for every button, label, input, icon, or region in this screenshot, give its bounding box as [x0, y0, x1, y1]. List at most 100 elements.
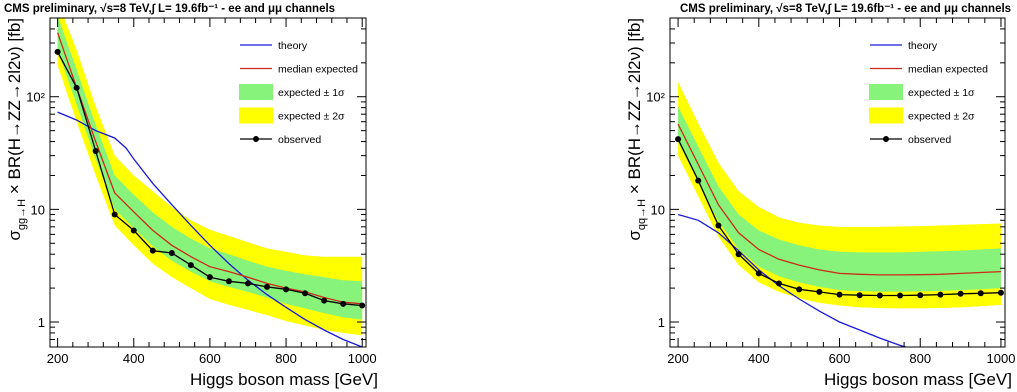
theory-line [677, 213, 908, 347]
chart-title: CMS preliminary, √s=8 TeV,∫ L= 19.6fb⁻¹ … [680, 2, 1011, 15]
legend-median-expected: median expected [870, 64, 988, 76]
observed-point [187, 262, 194, 269]
legend-observed-dot [883, 136, 889, 142]
legend-expected-2sigma-marker [239, 107, 273, 124]
legend-expected-2sigma: expected ± 2σ [869, 107, 975, 124]
observed-point [937, 291, 944, 298]
observed-point [816, 288, 823, 295]
legend-observed: observed [240, 134, 321, 146]
observed-point [796, 286, 803, 293]
observed-point [856, 292, 863, 299]
observed-point [168, 249, 175, 256]
observed-point [695, 177, 702, 184]
median-expected-line [677, 123, 1002, 276]
y-axis-label-subscript: qq→H [636, 199, 648, 230]
legend-expected-2sigma-label: expected ± 2σ [908, 111, 975, 123]
y-tick-label: 10 [651, 202, 665, 217]
observed-point [73, 84, 80, 91]
observed-point [876, 292, 883, 299]
observed-point [917, 292, 924, 299]
y-axis-label-text: × BR(H→ZZ→2l2ν) [fb] [5, 18, 24, 199]
observed-point [264, 283, 271, 290]
y-axis-label-subscript: gg→H [16, 199, 28, 230]
theory-line [57, 111, 363, 347]
x-tick-label: 200 [667, 351, 689, 366]
x-tick-label: 1000 [987, 351, 1016, 366]
legend-theory: theory [240, 40, 308, 52]
legend-expected-1sigma-marker [869, 84, 903, 100]
observed-point [715, 222, 722, 229]
y-axis-label-text: × BR(H→ZZ→2l2ν) [fb] [625, 18, 644, 199]
observed-point [302, 290, 309, 297]
observed-point [340, 300, 347, 307]
plot-area [675, 82, 1004, 347]
y-tick-label: 1 [38, 315, 45, 330]
x-tick-label: 1000 [348, 351, 377, 366]
observed-point [735, 251, 742, 258]
observed-point [321, 297, 328, 304]
observed-point [775, 280, 782, 287]
observed-point [755, 270, 762, 277]
legend-observed-label: observed [278, 134, 321, 146]
legend-median-expected-label: median expected [278, 64, 358, 76]
y-tick-label: 1 [658, 315, 665, 330]
y-axis-label-symbol: σ [5, 230, 24, 241]
observed-point [675, 136, 682, 143]
legend-median-expected: median expected [240, 64, 358, 76]
band-2sigma [57, 18, 363, 336]
y-axis-label-symbol: σ [625, 230, 644, 241]
legend-expected-2sigma: expected ± 2σ [239, 107, 345, 124]
y-tick-label: 10 [31, 202, 45, 217]
legend-theory: theory [870, 40, 938, 52]
band-1sigma [57, 18, 363, 320]
y-tick-label: 10² [26, 90, 45, 105]
legend-theory-label: theory [908, 40, 938, 52]
x-tick-label: 800 [275, 351, 297, 366]
legend-expected-1sigma-label: expected ± 1σ [908, 87, 975, 99]
observed-point [225, 278, 232, 285]
observed-point [244, 280, 251, 287]
observed-point [206, 274, 213, 281]
observed-point [897, 292, 904, 299]
legend-median-expected-label: median expected [908, 64, 988, 76]
chart-panel-1: 200 400 600 800 1000 1 10 10² CMS preliminary, √… [4, 2, 378, 389]
x-tick-label: 800 [909, 351, 931, 366]
legend-theory-label: theory [278, 40, 308, 52]
observed-point [54, 48, 61, 55]
plot-frame [49, 17, 367, 348]
median-expected-line [56, 32, 363, 305]
legend-expected-1sigma: expected ± 1σ [869, 84, 975, 100]
observed-point [359, 302, 366, 309]
x-tick-label: 200 [47, 351, 69, 366]
legend-expected-2sigma-marker [869, 107, 903, 124]
x-tick-label: 400 [123, 351, 145, 366]
legend-observed-dot [253, 136, 259, 142]
observed-point [92, 147, 99, 154]
observed-point [977, 290, 984, 297]
plot-area [54, 18, 366, 347]
plot-frame [669, 17, 1006, 348]
observed-point [957, 290, 964, 297]
legend-expected-1sigma-marker [239, 84, 273, 100]
legend-observed: observed [870, 134, 951, 146]
observed-point [130, 227, 137, 234]
chart-panel-2: 200 400 600 800 1000 1 10 10² CMS preliminary, √… [625, 2, 1015, 389]
observed-point [149, 247, 156, 254]
legend: theory median expected expected ± 1σ expect… [869, 40, 988, 146]
observed-point [997, 289, 1004, 296]
legend-observed-label: observed [908, 134, 951, 146]
y-axis-label: σqq→H × BR(H→ZZ→2l2ν) [fb] [625, 18, 648, 241]
chart-title: CMS preliminary, √s=8 TeV,∫ L= 19.6fb⁻¹ … [4, 2, 335, 15]
legend-expected-1sigma-label: expected ± 1σ [278, 87, 345, 99]
legend: theory median expected expected ± 1σ expect… [239, 40, 358, 146]
observed-point [283, 286, 290, 293]
x-tick-label: 600 [829, 351, 851, 366]
legend-expected-1sigma: expected ± 1σ [239, 84, 345, 100]
x-tick-label: 400 [748, 351, 770, 366]
observed-point [836, 291, 843, 298]
x-axis-label: Higgs boson mass [GeV] [824, 370, 1012, 389]
y-axis-label: σgg→H × BR(H→ZZ→2l2ν) [fb] [5, 18, 28, 241]
x-tick-label: 600 [199, 351, 221, 366]
x-axis-label: Higgs boson mass [GeV] [190, 370, 378, 389]
